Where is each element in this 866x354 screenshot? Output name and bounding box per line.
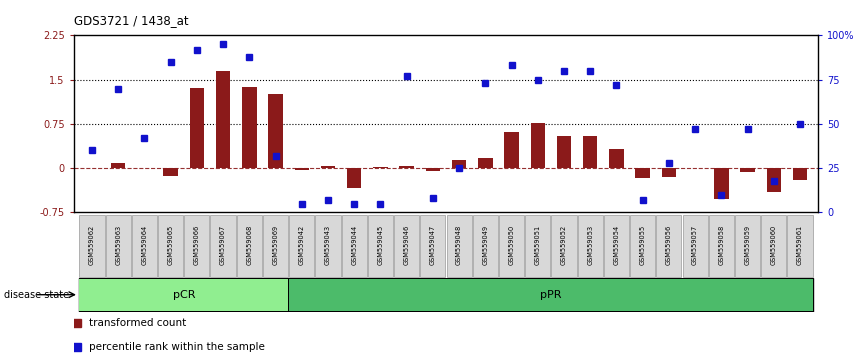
FancyBboxPatch shape xyxy=(263,215,288,276)
Text: GSM559063: GSM559063 xyxy=(115,225,121,265)
Bar xyxy=(610,149,624,168)
Text: pCR: pCR xyxy=(172,290,195,300)
Bar xyxy=(740,168,755,172)
FancyBboxPatch shape xyxy=(630,215,656,276)
Bar xyxy=(320,166,335,168)
Text: GSM559047: GSM559047 xyxy=(430,225,436,265)
FancyBboxPatch shape xyxy=(604,215,629,276)
Text: GSM559059: GSM559059 xyxy=(745,225,751,265)
FancyBboxPatch shape xyxy=(289,215,314,276)
Text: GDS3721 / 1438_at: GDS3721 / 1438_at xyxy=(74,13,188,27)
Text: GSM559058: GSM559058 xyxy=(718,225,724,265)
Bar xyxy=(268,95,282,168)
Text: GSM559061: GSM559061 xyxy=(797,225,803,265)
Bar xyxy=(426,168,440,171)
Text: GSM559044: GSM559044 xyxy=(352,225,357,265)
FancyBboxPatch shape xyxy=(735,215,760,276)
Bar xyxy=(557,136,572,168)
Text: GSM559065: GSM559065 xyxy=(168,225,174,265)
Text: GSM559053: GSM559053 xyxy=(587,225,593,265)
Bar xyxy=(242,87,256,168)
FancyBboxPatch shape xyxy=(473,215,498,276)
FancyBboxPatch shape xyxy=(132,215,157,276)
Text: GSM559046: GSM559046 xyxy=(404,225,410,265)
FancyBboxPatch shape xyxy=(578,215,603,276)
Text: GSM559056: GSM559056 xyxy=(666,225,672,265)
FancyBboxPatch shape xyxy=(656,215,682,276)
Bar xyxy=(636,168,650,178)
Text: GSM559069: GSM559069 xyxy=(273,225,279,265)
FancyBboxPatch shape xyxy=(761,215,786,276)
Text: GSM559062: GSM559062 xyxy=(89,225,95,265)
Bar xyxy=(583,136,598,168)
FancyBboxPatch shape xyxy=(394,215,419,276)
Bar xyxy=(347,168,361,188)
Text: GSM559051: GSM559051 xyxy=(535,225,540,265)
Text: transformed count: transformed count xyxy=(88,318,185,328)
Bar xyxy=(399,166,414,168)
Text: GSM559068: GSM559068 xyxy=(246,225,252,265)
Bar xyxy=(294,168,309,170)
FancyBboxPatch shape xyxy=(210,215,236,276)
Bar xyxy=(478,158,493,168)
Text: percentile rank within the sample: percentile rank within the sample xyxy=(88,342,264,353)
Text: GSM559048: GSM559048 xyxy=(456,225,462,265)
FancyBboxPatch shape xyxy=(158,215,184,276)
Text: GSM559066: GSM559066 xyxy=(194,225,200,265)
Bar xyxy=(111,164,126,168)
Bar xyxy=(289,279,813,311)
FancyBboxPatch shape xyxy=(368,215,393,276)
Text: GSM559052: GSM559052 xyxy=(561,225,567,265)
Bar xyxy=(531,123,545,168)
FancyBboxPatch shape xyxy=(236,215,262,276)
FancyBboxPatch shape xyxy=(80,215,105,276)
Text: GSM559043: GSM559043 xyxy=(325,225,331,265)
FancyBboxPatch shape xyxy=(106,215,131,276)
Bar xyxy=(452,160,466,168)
FancyBboxPatch shape xyxy=(682,215,708,276)
FancyBboxPatch shape xyxy=(315,215,340,276)
Text: GSM559057: GSM559057 xyxy=(692,225,698,265)
Bar xyxy=(216,71,230,168)
Text: GSM559045: GSM559045 xyxy=(378,225,384,265)
Text: GSM559049: GSM559049 xyxy=(482,225,488,265)
Bar xyxy=(190,88,204,168)
FancyBboxPatch shape xyxy=(787,215,812,276)
FancyBboxPatch shape xyxy=(341,215,367,276)
FancyBboxPatch shape xyxy=(420,215,445,276)
Text: GSM559055: GSM559055 xyxy=(640,225,646,265)
Text: GSM559054: GSM559054 xyxy=(613,225,619,265)
Bar xyxy=(373,167,388,168)
Text: GSM559064: GSM559064 xyxy=(141,225,147,265)
FancyBboxPatch shape xyxy=(499,215,524,276)
FancyBboxPatch shape xyxy=(184,215,210,276)
Bar xyxy=(79,279,288,311)
Text: GSM559050: GSM559050 xyxy=(508,225,514,265)
FancyBboxPatch shape xyxy=(525,215,551,276)
Text: disease state: disease state xyxy=(4,290,69,300)
Bar xyxy=(766,168,781,192)
Text: GSM559060: GSM559060 xyxy=(771,225,777,265)
Text: pPR: pPR xyxy=(540,290,562,300)
Bar xyxy=(164,168,178,176)
FancyBboxPatch shape xyxy=(708,215,734,276)
Text: GSM559042: GSM559042 xyxy=(299,225,305,265)
Bar xyxy=(792,168,807,180)
Bar xyxy=(662,168,676,177)
Bar xyxy=(504,132,519,168)
Text: GSM559067: GSM559067 xyxy=(220,225,226,265)
FancyBboxPatch shape xyxy=(552,215,577,276)
FancyBboxPatch shape xyxy=(447,215,472,276)
Bar xyxy=(714,168,728,199)
